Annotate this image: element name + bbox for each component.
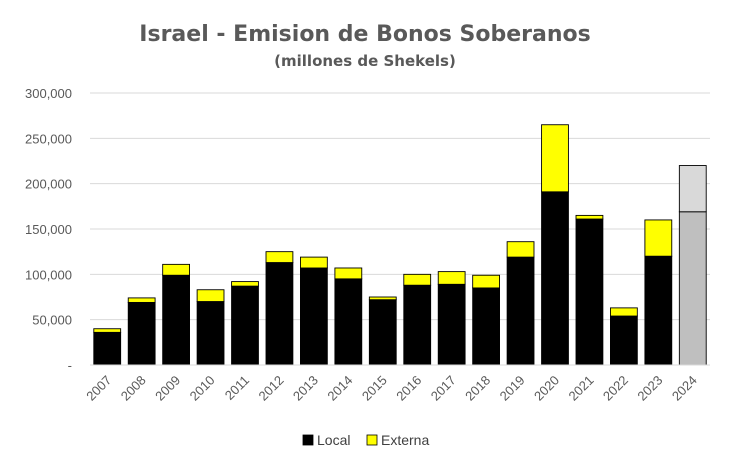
x-tick-label: 2011 xyxy=(222,373,252,403)
bar-local-2016 xyxy=(403,284,432,366)
legend-label-local: Local xyxy=(317,432,350,448)
bar-local-2011 xyxy=(231,285,259,366)
bar-externa-2024 xyxy=(678,165,707,213)
x-tick-label: 2022 xyxy=(600,373,631,404)
legend: Local Externa xyxy=(302,432,429,448)
bar-externa-2007 xyxy=(93,328,122,333)
bar-externa-2021 xyxy=(575,214,604,220)
gridlines xyxy=(90,92,710,321)
chart-title: Israel - Emision de Bonos Soberanos xyxy=(139,22,590,47)
x-tick-label: 2012 xyxy=(256,373,287,404)
y-tick-label: 300,000 xyxy=(25,86,72,101)
bar-local-2008 xyxy=(127,301,156,366)
bar-local-2022 xyxy=(610,315,638,366)
bar-local-2010 xyxy=(196,301,225,366)
x-tick-label: 2014 xyxy=(324,373,355,404)
x-tick-label: 2024 xyxy=(669,373,700,404)
y-tick-label: 150,000 xyxy=(25,222,72,237)
x-tick-label: 2008 xyxy=(118,373,149,404)
x-tick-label: 2010 xyxy=(187,373,218,404)
chart-subtitle: (millones de Shekels) xyxy=(274,52,456,70)
y-tick-label: 250,000 xyxy=(25,131,72,146)
bar-local-2012 xyxy=(265,262,294,366)
bar-externa-2022 xyxy=(610,307,638,317)
bar-local-2017 xyxy=(437,283,466,366)
x-tick-label: 2013 xyxy=(290,373,321,404)
bar-local-2018 xyxy=(472,287,500,366)
bar-local-2019 xyxy=(506,256,535,366)
bar-externa-2017 xyxy=(437,271,466,285)
bar-externa-2008 xyxy=(127,297,156,303)
bars xyxy=(93,124,707,366)
bar-local-2021 xyxy=(575,218,604,366)
bar-externa-2014 xyxy=(334,267,363,280)
legend-swatch-externa xyxy=(366,434,378,446)
bar-externa-2009 xyxy=(162,263,190,276)
y-tick-label: 200,000 xyxy=(25,177,72,192)
bar-local-2023 xyxy=(644,255,673,366)
bar-externa-2011 xyxy=(231,281,259,287)
bar-local-2013 xyxy=(300,267,328,366)
bar-local-2009 xyxy=(162,274,190,366)
bar-externa-2016 xyxy=(403,273,432,286)
x-tick-label: 2019 xyxy=(497,373,528,404)
bar-externa-2019 xyxy=(506,241,535,258)
bar-externa-2012 xyxy=(265,251,294,263)
x-axis-ticks: 2007 2008 2009 2010 2011 2012 2013 2014 2015 2016… xyxy=(83,373,700,404)
x-tick-label: 2007 xyxy=(83,373,114,404)
y-tick-label: 100,000 xyxy=(25,267,72,282)
legend-swatch-local xyxy=(302,434,314,446)
bar-local-2024 xyxy=(678,211,707,366)
bar-local-2014 xyxy=(334,278,363,366)
x-tick-label: 2018 xyxy=(462,373,493,404)
bar-externa-2018 xyxy=(472,274,500,289)
bar-externa-2023 xyxy=(644,219,673,257)
x-tick-label: 2016 xyxy=(393,373,424,404)
x-tick-label: 2015 xyxy=(359,373,390,404)
x-tick-label: 2021 xyxy=(566,373,597,404)
x-tick-label: 2017 xyxy=(428,373,459,404)
bar-local-2007 xyxy=(93,331,122,366)
bar-externa-2010 xyxy=(196,289,225,302)
bar-externa-2013 xyxy=(300,256,328,269)
legend-label-externa: Externa xyxy=(381,432,429,448)
y-tick-label: - xyxy=(68,358,72,373)
x-tick-label: 2009 xyxy=(152,373,183,404)
x-tick-label: 2023 xyxy=(634,373,665,404)
x-tick-label: 2020 xyxy=(531,373,562,404)
bar-local-2020 xyxy=(541,191,569,366)
y-axis-ticks: - 50,000 100,000 150,000 200,000 250,000 300,0… xyxy=(25,86,72,373)
bar-externa-2015 xyxy=(368,296,397,301)
bar-externa-2020 xyxy=(541,124,569,193)
bar-local-2015 xyxy=(368,299,397,366)
y-tick-label: 50,000 xyxy=(32,313,72,328)
